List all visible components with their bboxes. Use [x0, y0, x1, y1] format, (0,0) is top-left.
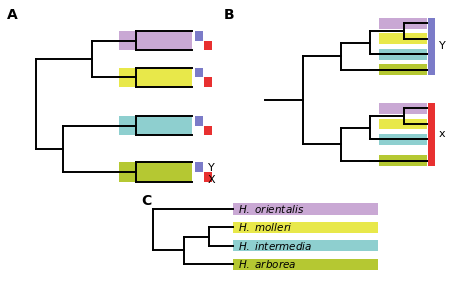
Bar	[204, 172, 212, 182]
Bar	[194, 163, 203, 172]
Bar	[204, 126, 212, 135]
Bar	[233, 203, 378, 214]
Text: X: X	[208, 175, 216, 185]
Text: C: C	[141, 193, 151, 207]
Text: $\it{H.\ orientalis}$: $\it{H.\ orientalis}$	[238, 203, 304, 215]
Bar	[233, 259, 378, 270]
Bar	[204, 41, 212, 50]
Text: x: x	[439, 130, 446, 139]
Text: Y: Y	[439, 42, 446, 52]
Bar	[428, 103, 435, 166]
Bar	[119, 68, 192, 87]
Text: $\it{H.\ arborea}$: $\it{H.\ arborea}$	[238, 258, 296, 270]
Bar	[194, 116, 203, 126]
Bar	[428, 18, 435, 75]
Text: $\it{H.\ intermedia}$: $\it{H.\ intermedia}$	[238, 240, 312, 252]
Bar	[233, 240, 378, 251]
Bar	[379, 49, 427, 59]
Bar	[379, 118, 427, 129]
Bar	[379, 18, 427, 29]
Bar	[119, 31, 192, 50]
Bar	[119, 116, 192, 135]
Text: Y: Y	[208, 163, 215, 173]
Text: A: A	[7, 8, 18, 22]
Bar	[379, 103, 427, 114]
Bar	[194, 31, 203, 41]
Bar	[194, 68, 203, 77]
Bar	[379, 33, 427, 44]
Bar	[233, 222, 378, 233]
Bar	[379, 64, 427, 75]
Bar	[204, 77, 212, 87]
Bar	[379, 155, 427, 166]
Bar	[379, 134, 427, 145]
Text: B: B	[224, 8, 234, 22]
Text: $\it{H.\ molleri}$: $\it{H.\ molleri}$	[238, 222, 292, 233]
Bar	[119, 163, 192, 182]
